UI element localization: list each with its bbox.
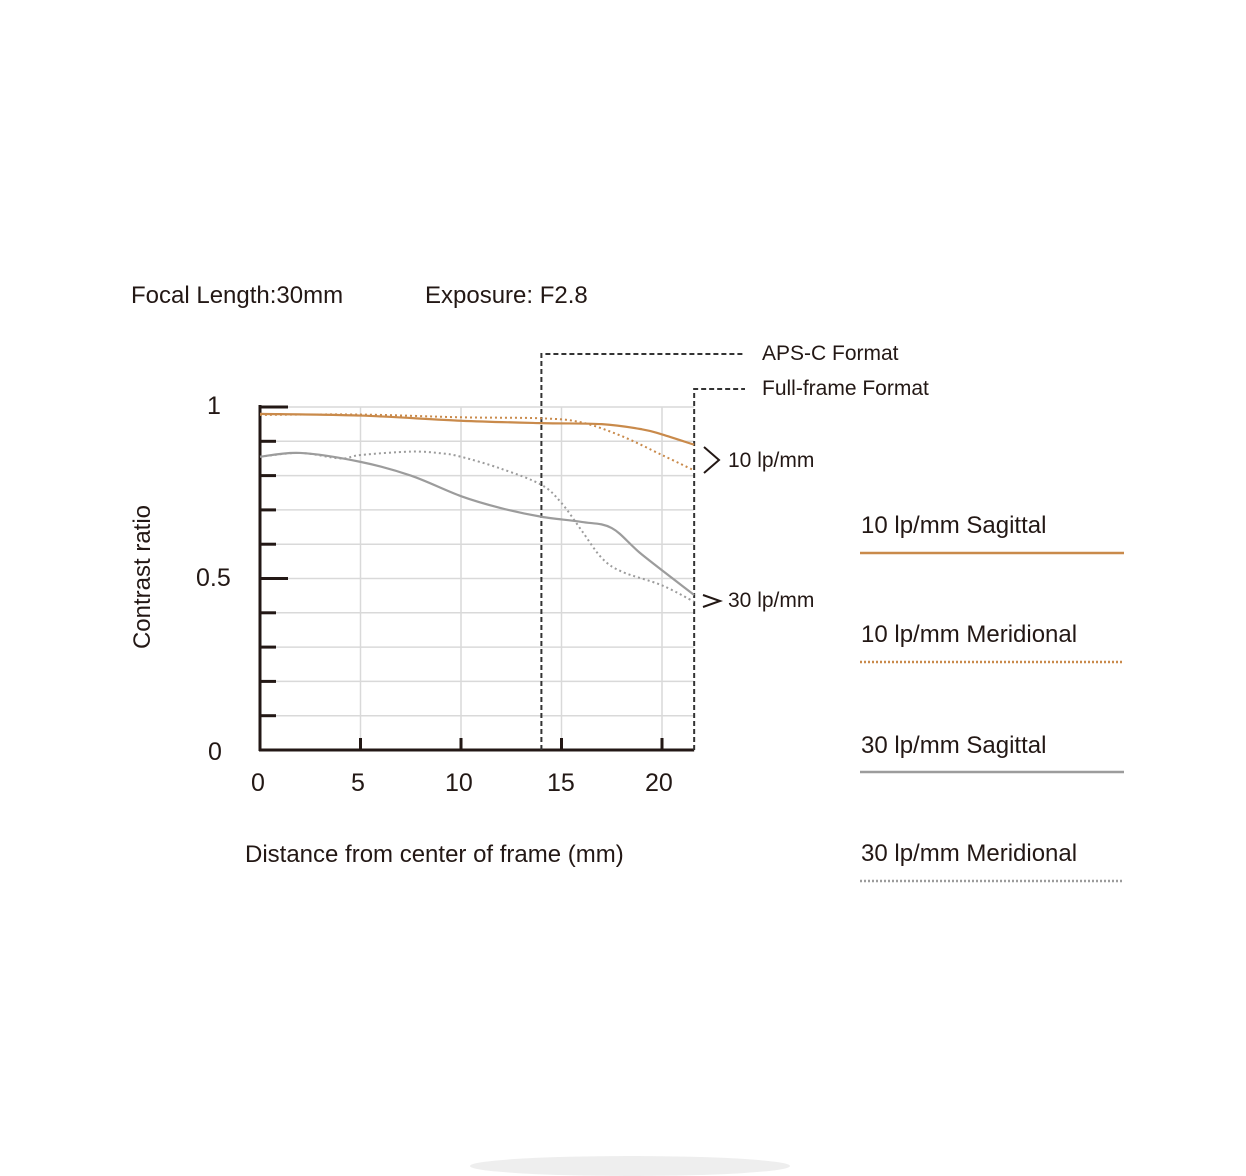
y-axis-label: Contrast ratio: [129, 504, 156, 650]
legend-label: 10 lp/mm Sagittal: [861, 512, 1047, 539]
y-tick-label: 0.5: [196, 564, 231, 592]
legend-label: 10 lp/mm Meridional: [861, 621, 1078, 648]
x-tick-label: 5: [351, 769, 365, 797]
exposure-label: Exposure: F2.8: [425, 282, 588, 309]
x-tick-label: 0: [251, 769, 265, 797]
bracket-10lpmm: [703, 446, 721, 474]
aps-c-format-label: APS-C Format: [762, 342, 899, 365]
full-frame-format-marker: [693, 388, 745, 750]
y-tick-label: 0: [208, 738, 222, 766]
x-axis-label: Distance from center of frame (mm): [245, 841, 624, 868]
bottom-edge-shadow: [470, 1156, 790, 1176]
full-frame-format-label: Full-frame Format: [762, 377, 929, 400]
series-line-4: [259, 450, 695, 603]
focal-length-label: Focal Length:30mm: [131, 282, 344, 309]
legend-label: 30 lp/mm Meridional: [861, 840, 1078, 867]
annotation-30lpmm: 30 lp/mm: [728, 589, 815, 612]
series-line-2: [259, 413, 695, 472]
x-tick-label: 20: [645, 769, 673, 797]
bracket-30lpmm: [702, 594, 724, 608]
y-tick-label: 1: [207, 392, 221, 420]
series-line-1: [259, 412, 695, 446]
aps-c-format-marker: [540, 353, 745, 750]
annotation-10lpmm: 10 lp/mm: [728, 449, 815, 472]
x-tick-label: 10: [445, 769, 473, 797]
legend-label: 30 lp/mm Sagittal: [861, 732, 1047, 759]
x-tick-label: 15: [547, 769, 575, 797]
series-line-3: [259, 451, 695, 596]
